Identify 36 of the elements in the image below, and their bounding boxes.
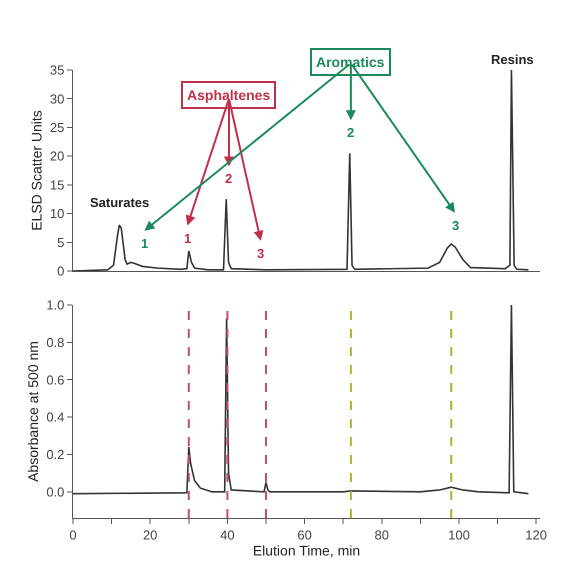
text: Resins: [491, 52, 534, 67]
x-tick-label: 100: [448, 528, 470, 543]
annotation: 3: [452, 218, 460, 233]
y-tick-label: 0.6: [46, 372, 64, 388]
x-axis-title: Elution Time, min: [252, 542, 360, 559]
annotation: 3: [257, 246, 264, 261]
x-tick-label: 80: [374, 528, 389, 543]
y-tick-label: 1.0: [46, 298, 64, 313]
y-tick-label: 30: [50, 91, 64, 106]
annotation: 1: [184, 231, 192, 246]
annotation: 2: [347, 125, 354, 140]
annotation: 2: [225, 171, 232, 186]
x-tick-label: 60: [297, 528, 312, 543]
y-axis-title: ELSD Scatter Units: [28, 110, 45, 231]
x-tick-label: 20: [142, 528, 158, 543]
y-tick-label: 0.8: [46, 334, 64, 350]
y-tick-label: 0: [57, 264, 64, 279]
annotation: Aromatics: [316, 54, 385, 70]
x-tick-label: 40: [220, 528, 235, 543]
line-series: [73, 305, 530, 495]
y-tick-label: 0.0: [46, 484, 64, 500]
y-tick-label: 15: [50, 177, 64, 192]
y-tick-label: 5: [57, 234, 64, 250]
y-tick-label: 35: [50, 62, 64, 78]
y-tick-label: 0.2: [46, 447, 64, 462]
line-series: [73, 70, 530, 271]
y-tick-label: 20: [50, 148, 64, 164]
x-tick-label: 120: [525, 528, 547, 543]
annotation: Asphaltenes: [187, 87, 270, 103]
y-axis-title: Absorbance at 500 nm: [24, 341, 41, 482]
y-tick-label: 25: [50, 120, 64, 135]
annotation: 1: [141, 236, 148, 251]
y-tick-label: 0.4: [46, 410, 64, 425]
x-tick-label: 0: [69, 528, 77, 543]
annotation: Saturates: [90, 195, 150, 210]
y-tick-label: 10: [50, 206, 64, 222]
